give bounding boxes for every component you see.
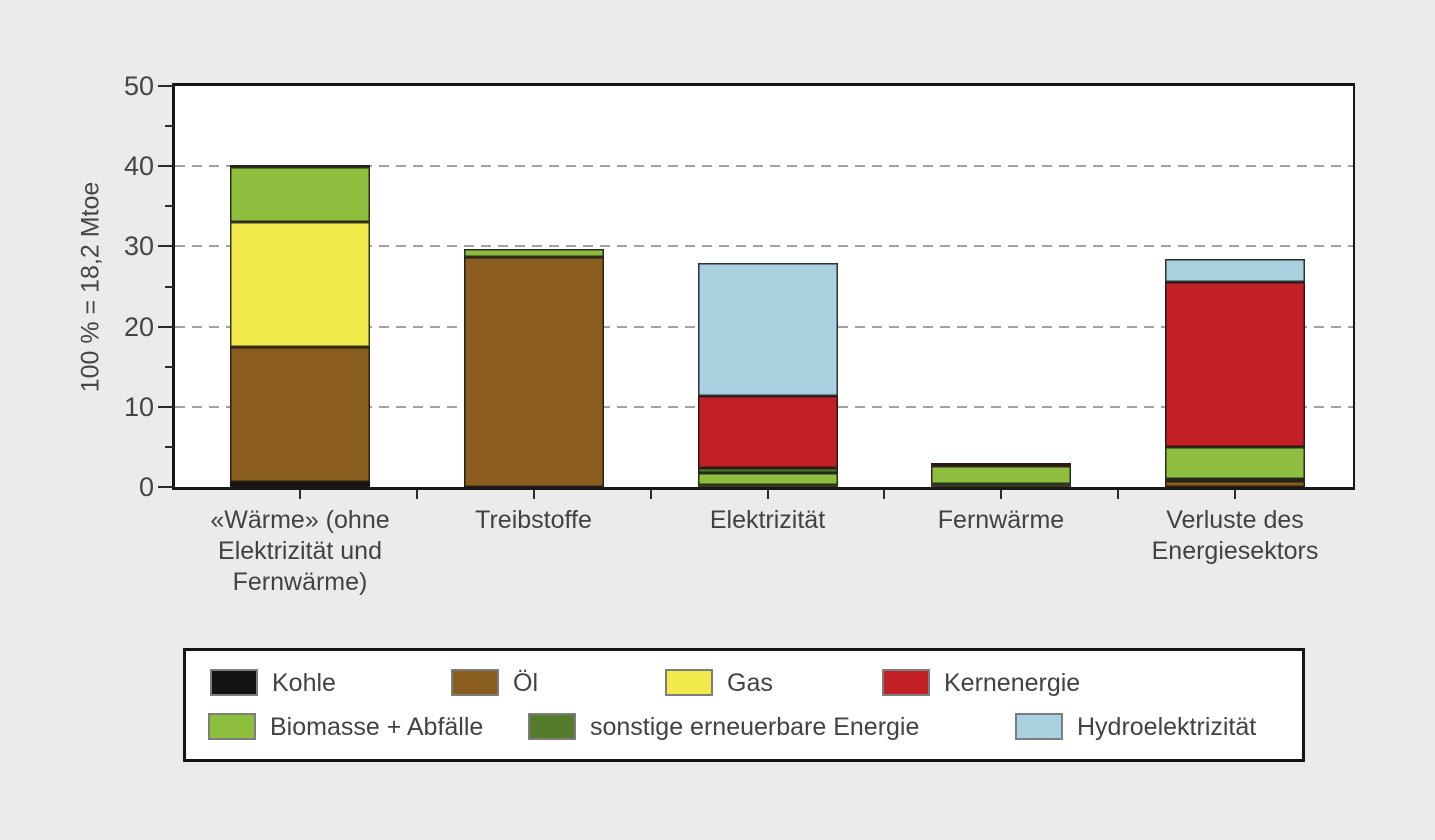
y-axis-tick bbox=[158, 165, 174, 168]
x-axis-category-label-line: Fernwärme bbox=[937, 506, 1065, 534]
y-axis-tick bbox=[158, 85, 174, 87]
y-axis-minor-tick bbox=[165, 125, 174, 128]
legend-label: Hydroelektrizität bbox=[1077, 713, 1257, 741]
bar-segment bbox=[931, 462, 1071, 467]
x-axis-category-label-line: Treibstoffe bbox=[475, 506, 592, 534]
x-axis-tick bbox=[299, 490, 301, 499]
bar-segment bbox=[697, 467, 838, 474]
y-axis-tick bbox=[158, 245, 174, 248]
bar-segment bbox=[1165, 481, 1305, 487]
gridline bbox=[175, 165, 1353, 168]
bar-1 bbox=[230, 164, 370, 487]
x-axis-category-label-line: Fernwärme) bbox=[232, 568, 368, 596]
legend-label: Kernenergie bbox=[944, 669, 1081, 697]
legend-label: sonstige erneuerbare Energie bbox=[590, 713, 920, 741]
legend-swatch bbox=[528, 713, 576, 740]
bar-segment bbox=[697, 484, 838, 487]
legend-swatch bbox=[665, 669, 713, 696]
x-axis-category-label: Fernwärme bbox=[876, 505, 1126, 536]
x-axis-category-label: «Wärme» (ohne Elektrizität und Fernwärme) bbox=[175, 505, 425, 598]
x-axis-category-label-line: Verluste des bbox=[1166, 506, 1304, 534]
x-axis-category-label-line: Energiesektors bbox=[1151, 537, 1319, 565]
y-axis-minor-tick bbox=[165, 285, 174, 288]
y-axis-tick-label: 40 bbox=[123, 151, 154, 182]
bar-segment bbox=[230, 346, 370, 483]
y-axis-minor-tick bbox=[165, 205, 174, 208]
bar-segment bbox=[1165, 479, 1305, 482]
bar-5 bbox=[1165, 259, 1305, 487]
y-axis-tick-label: 0 bbox=[138, 472, 154, 502]
x-axis-category-label-line: Elektrizität bbox=[709, 506, 826, 534]
x-axis-tick bbox=[883, 490, 886, 499]
bar-segment bbox=[1165, 281, 1305, 447]
x-axis-category-label-line: Elektrizität und bbox=[218, 537, 382, 565]
x-axis-tick bbox=[766, 490, 769, 499]
bar-segment bbox=[463, 256, 604, 487]
bar-segment bbox=[230, 482, 370, 487]
y-axis-tick bbox=[158, 325, 174, 328]
bar-segment bbox=[230, 221, 370, 347]
y-axis-tick bbox=[158, 405, 174, 408]
x-axis-tick bbox=[532, 490, 535, 499]
y-axis-title: 100 % = 18,2 Mtoe bbox=[76, 181, 105, 393]
x-axis-tick bbox=[1000, 490, 1002, 499]
x-axis-tick bbox=[1234, 490, 1236, 499]
bar-2 bbox=[463, 248, 604, 487]
x-axis-category-label: Elektrizität bbox=[643, 505, 893, 536]
legend: Kohle Öl Gas Kernenergie Biomasse + Abfälle s… bbox=[183, 648, 1305, 762]
gridline bbox=[175, 245, 1353, 248]
legend-label: Gas bbox=[727, 669, 773, 697]
x-axis-tick bbox=[649, 490, 652, 499]
x-axis-category-label: Verluste des Energiesektors bbox=[1110, 505, 1360, 567]
bar-segment bbox=[931, 466, 1071, 484]
y-axis-tick-label: 30 bbox=[123, 231, 154, 262]
plot-area bbox=[172, 83, 1355, 490]
legend-swatch bbox=[1015, 713, 1063, 740]
x-axis-category-label: Treibstoffe bbox=[409, 505, 659, 536]
bar-segment bbox=[230, 167, 370, 222]
y-axis-tick-label: 20 bbox=[123, 311, 154, 342]
y-axis-minor-tick bbox=[165, 365, 174, 368]
bar-segment bbox=[230, 164, 370, 168]
legend-swatch bbox=[210, 669, 258, 696]
legend-swatch bbox=[882, 669, 930, 696]
bar-segment bbox=[697, 263, 838, 396]
bar-segment bbox=[697, 473, 838, 485]
legend-label: Öl bbox=[513, 669, 538, 697]
bar-segment bbox=[1165, 446, 1305, 479]
y-axis-minor-tick bbox=[165, 445, 174, 448]
x-axis-category-label-line: «Wärme» (ohne bbox=[210, 506, 390, 534]
y-axis-tick-label: 50 bbox=[123, 71, 154, 101]
bar-segment bbox=[1165, 259, 1305, 282]
y-axis-tick bbox=[158, 486, 174, 488]
bar-3 bbox=[697, 263, 838, 487]
x-axis-tick bbox=[415, 490, 418, 499]
legend-swatch bbox=[451, 669, 499, 696]
legend-swatch bbox=[208, 713, 256, 740]
bar-4 bbox=[931, 462, 1071, 487]
bar-segment bbox=[697, 395, 838, 468]
legend-label: Biomasse + Abfälle bbox=[270, 713, 484, 741]
bar-segment bbox=[463, 248, 604, 257]
y-axis-tick-label: 10 bbox=[123, 391, 154, 422]
legend-label: Kohle bbox=[272, 669, 336, 697]
bar-segment bbox=[931, 483, 1071, 487]
x-axis-tick bbox=[1117, 490, 1119, 499]
